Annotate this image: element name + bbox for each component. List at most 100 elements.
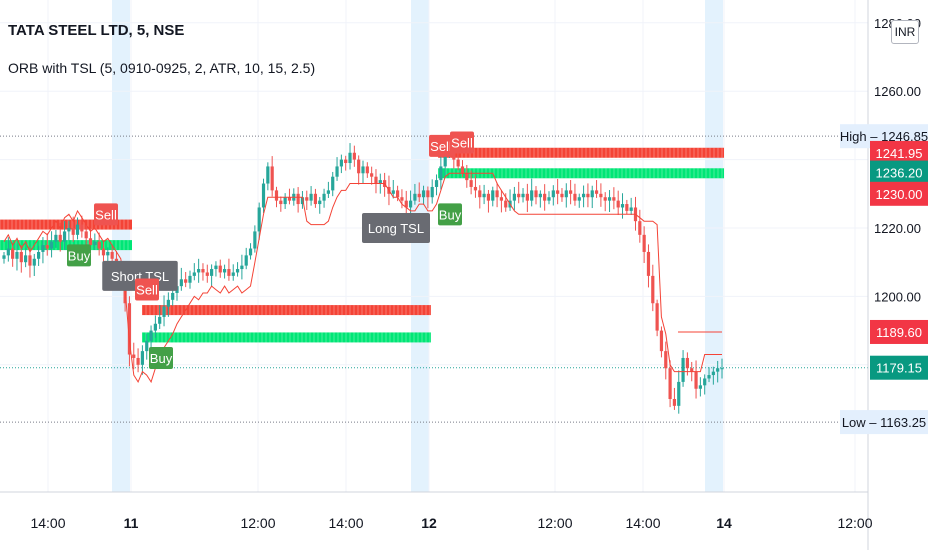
signal-text: Sell xyxy=(136,283,158,298)
candle-body xyxy=(607,197,612,201)
candle-body xyxy=(564,190,568,198)
candle-body xyxy=(517,193,521,198)
candle-body xyxy=(248,248,253,256)
candle-body xyxy=(127,303,132,355)
signal-text: Long TSL xyxy=(368,221,424,236)
orb-high-band xyxy=(142,305,431,316)
candle-body xyxy=(551,190,555,198)
indicator-title: ORB with TSL (5, 0910-0925, 2, ATR, 10, … xyxy=(8,60,316,76)
candle-body xyxy=(339,159,343,167)
candle-body xyxy=(348,152,352,164)
candle-body xyxy=(162,306,166,317)
candle-body xyxy=(590,190,594,198)
orb-low-band xyxy=(0,240,132,251)
candle-body xyxy=(620,204,625,208)
orb-low-band xyxy=(142,332,431,343)
candle-body xyxy=(240,265,244,270)
price-marker xyxy=(870,160,928,185)
candle-body xyxy=(179,279,183,287)
candle-body xyxy=(192,272,196,276)
signal-label-buy xyxy=(67,244,91,267)
candle-body xyxy=(231,272,235,276)
candle-body xyxy=(396,190,400,198)
candle-body xyxy=(270,166,274,191)
candle-body xyxy=(646,251,651,276)
candle-body xyxy=(495,190,499,198)
candle-body xyxy=(469,180,473,187)
candle-body xyxy=(322,193,326,201)
candle-body xyxy=(279,200,283,205)
candle-body xyxy=(716,368,720,372)
candle-body xyxy=(586,193,590,198)
candle-body xyxy=(54,234,58,242)
candle-body xyxy=(97,241,101,249)
candle-body xyxy=(67,228,71,232)
candle-body xyxy=(659,330,664,352)
candle-body xyxy=(28,255,32,266)
candle-body xyxy=(266,166,270,184)
candle-body xyxy=(573,193,577,201)
orb-high-band xyxy=(0,219,132,230)
signal-label-sell xyxy=(450,131,474,154)
candle-body xyxy=(581,193,586,198)
candle-body xyxy=(71,228,75,235)
candle-body xyxy=(534,190,538,198)
candle-body xyxy=(599,193,603,198)
candle-body xyxy=(45,245,49,249)
candle-body xyxy=(166,299,170,307)
candle-body xyxy=(184,279,188,283)
candle-body xyxy=(300,197,305,205)
candle-body xyxy=(452,149,456,160)
candle-body xyxy=(218,265,222,273)
candle-body xyxy=(227,269,231,276)
signal-label-sell xyxy=(135,278,159,301)
candle-body xyxy=(274,190,279,201)
candle-body xyxy=(93,241,97,246)
price-tick-label: 1200.00 xyxy=(874,289,921,304)
signal-label-sell xyxy=(429,134,453,157)
candle-body xyxy=(361,166,365,174)
candle-body xyxy=(465,173,469,181)
candle-body xyxy=(642,234,646,252)
candle-body xyxy=(417,193,421,198)
candle-body xyxy=(694,371,698,389)
candle-body xyxy=(153,323,157,331)
candle-body xyxy=(538,193,542,198)
candle-body xyxy=(257,207,261,232)
candle-body xyxy=(378,180,382,184)
candle-body xyxy=(577,197,581,201)
candle-body xyxy=(205,272,209,276)
candle-body xyxy=(326,190,330,194)
candle-body xyxy=(305,197,309,201)
candle-body xyxy=(668,368,672,399)
candle-body xyxy=(685,357,689,369)
candle-body xyxy=(149,330,153,341)
time-tick-label: 12 xyxy=(421,515,437,531)
candle-body xyxy=(478,190,482,198)
candle-body xyxy=(408,200,413,208)
candle-body xyxy=(486,193,491,201)
candle-body xyxy=(6,248,10,256)
candle-body xyxy=(145,340,149,352)
candle-body xyxy=(482,193,486,198)
candle-body xyxy=(473,186,478,191)
candle-body xyxy=(612,197,616,201)
time-tick-label: 14:00 xyxy=(625,515,660,531)
candle-body xyxy=(521,193,525,198)
candle-body xyxy=(443,152,447,167)
candle-body xyxy=(24,255,28,263)
candle-body xyxy=(80,224,84,232)
price-marker-text: High – 1246.85 xyxy=(840,129,928,144)
price-tick-label: 1220.00 xyxy=(874,221,921,236)
candle-body xyxy=(603,197,607,201)
currency-button[interactable]: INR xyxy=(891,20,919,44)
signal-label-buy xyxy=(149,346,173,369)
candle-body xyxy=(136,357,140,365)
candle-body xyxy=(525,193,529,201)
candle-body xyxy=(58,234,62,242)
price-marker xyxy=(870,319,928,344)
candle-body xyxy=(560,193,564,198)
signal-text: Sell xyxy=(430,139,452,154)
candle-body xyxy=(504,200,508,208)
